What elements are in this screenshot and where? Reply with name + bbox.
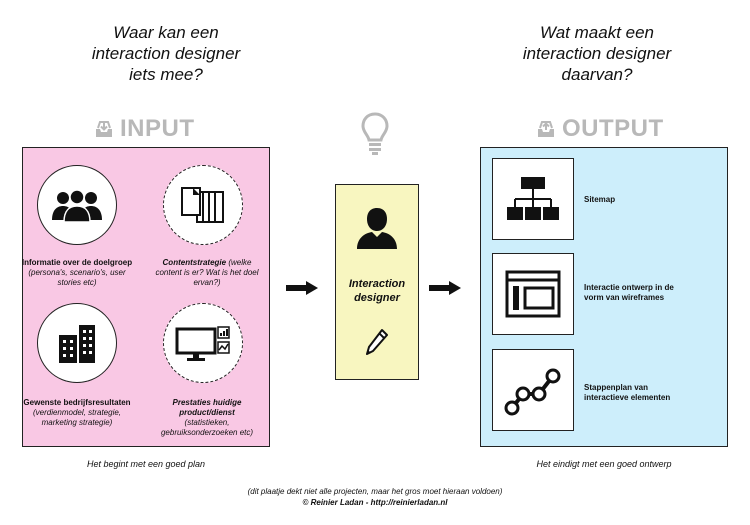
outbox-tray-icon — [538, 121, 554, 137]
content-strategy-detail: (welke content is er? Wat is het doel er… — [155, 258, 259, 287]
lightbulb-icon — [361, 112, 389, 155]
wireframe-icon — [505, 270, 561, 318]
documents-icon — [181, 187, 224, 223]
input-title-text: INPUT — [120, 115, 195, 142]
arrow-right-icon — [429, 281, 461, 295]
steps-box — [492, 349, 574, 431]
monitor-chart-icon — [175, 326, 230, 361]
content-strategy-circle — [163, 165, 243, 245]
left-question-line-1: Waar kan een — [113, 23, 219, 42]
interaction-designer-label: Interaction designer — [348, 278, 406, 304]
content-strategy-title: Contentstrategie — [162, 258, 227, 267]
person-icon — [357, 208, 397, 249]
input-title: INPUT — [94, 115, 195, 143]
output-caption: Het eindigt met een goed ontwerp — [536, 459, 672, 469]
business-results-detail: (verdienmodel, strategie, marketing stra… — [32, 408, 122, 427]
current-performance-detail: (statistieken, gebruiksonderzoeken etc) — [160, 418, 254, 437]
wireframe-label: Interactie ontwerp in de vorm van wirefr… — [584, 283, 674, 302]
buildings-icon — [59, 325, 95, 363]
current-performance-circle — [163, 303, 243, 383]
audience-caption: Informatie over de doelgroep (persona's,… — [21, 258, 133, 288]
interaction-designer-box: Interaction designer — [335, 184, 419, 380]
input-caption: Het begint met een goed plan — [86, 459, 206, 469]
audience-circle — [37, 165, 117, 245]
left-question-line-2: interaction designer — [91, 44, 241, 63]
steps-label: Stappenplan van interactieve elementen — [584, 383, 671, 402]
output-title-text: OUTPUT — [562, 115, 664, 142]
right-question: Wat maakt een interaction designer daarv… — [487, 22, 707, 85]
audience-detail: (persona's, scenario's, user stories etc… — [28, 268, 126, 287]
business-results-caption: Gewenste bedrijfsresultaten (verdienmode… — [21, 398, 133, 428]
wireframe-box — [492, 253, 574, 335]
right-question-line-3: daarvan? — [561, 65, 633, 84]
right-question-line-2: interaction designer — [522, 44, 672, 63]
sitemap-icon — [507, 177, 559, 220]
disclaimer: (dit plaatje dekt niet alle projecten, m… — [247, 487, 503, 496]
arrow-right-icon — [286, 281, 318, 295]
credit: © Reinier Ladan - http://reinierladan.nl — [302, 498, 448, 507]
current-performance-title: Prestaties huidige product/dienst — [172, 398, 242, 417]
business-results-circle — [37, 303, 117, 383]
left-question: Waar kan een interaction designer iets m… — [56, 22, 276, 85]
steps-icon — [504, 368, 561, 416]
audience-title: Informatie over de doelgroep — [21, 258, 133, 267]
inbox-tray-icon — [96, 121, 112, 137]
output-title: OUTPUT — [536, 115, 664, 143]
pencil-icon — [366, 329, 388, 355]
right-question-line-1: Wat maakt een — [539, 23, 655, 42]
content-strategy-caption: Contentstrategie (welke content is er? W… — [151, 258, 263, 288]
sitemap-label: Sitemap — [584, 195, 616, 204]
sitemap-box — [492, 158, 574, 240]
current-performance-caption: Prestaties huidige product/dienst (stati… — [151, 398, 263, 438]
left-question-line-3: iets mee? — [129, 65, 203, 84]
group-icon — [52, 189, 102, 222]
business-results-title: Gewenste bedrijfsresultaten — [23, 398, 131, 407]
